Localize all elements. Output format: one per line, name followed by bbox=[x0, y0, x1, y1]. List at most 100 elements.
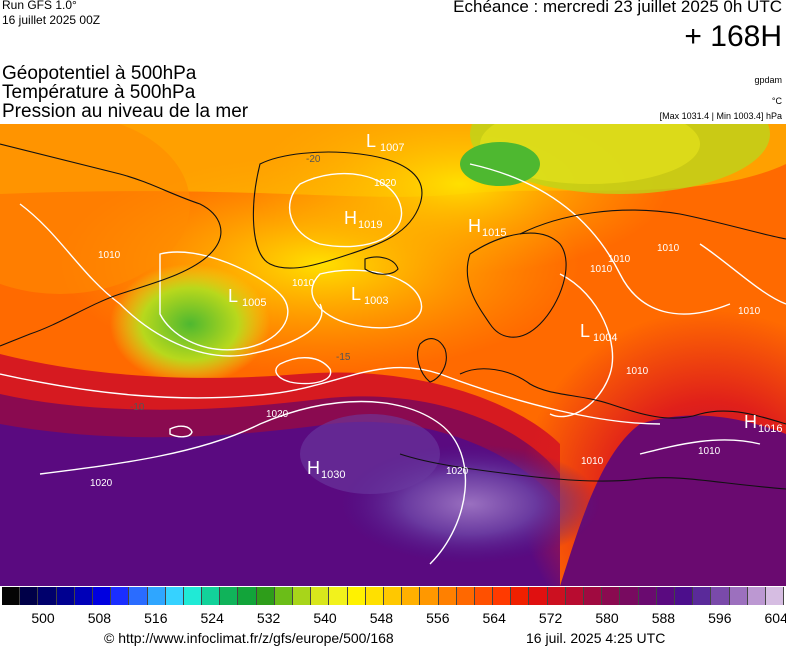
colorbar-tick: 516 bbox=[144, 610, 168, 626]
colorbar-swatch bbox=[402, 587, 421, 605]
colorbar-swatch bbox=[547, 587, 566, 605]
colorbar-tick: 604 bbox=[764, 610, 786, 626]
colorbar-swatch bbox=[238, 587, 257, 605]
pressure-center-label: 1005 bbox=[242, 297, 266, 309]
pressure-centers: L 1007 H 1019 H 1015 L 1005 L 1003 L 100… bbox=[228, 131, 782, 481]
colorbar-tick: 540 bbox=[313, 610, 337, 626]
colorbar-tick: 580 bbox=[595, 610, 619, 626]
colorbar-tick: 508 bbox=[87, 610, 112, 626]
colorbar-swatch bbox=[420, 587, 439, 605]
unit-gpdam: gpdam bbox=[754, 75, 782, 85]
run-date: 16 juillet 2025 00Z bbox=[2, 13, 101, 27]
colorbar-swatch bbox=[329, 587, 348, 605]
colorbar-swatch bbox=[438, 587, 457, 605]
colorbar-swatch bbox=[147, 587, 166, 605]
isobar-label: 1010 bbox=[590, 264, 613, 275]
colorbar-tick: 524 bbox=[200, 610, 224, 626]
colorbar-tick: 596 bbox=[708, 610, 732, 626]
isobar-label: 1010 bbox=[292, 278, 315, 289]
pressure-center-label: H bbox=[344, 208, 357, 228]
colorbar-swatch bbox=[183, 587, 203, 605]
pressure-center-label: 1003 bbox=[364, 295, 388, 307]
forecast-hours: + 168H bbox=[684, 20, 782, 53]
colorbar-swatch bbox=[202, 587, 221, 605]
colorbar-swatch bbox=[656, 587, 675, 605]
colorbar-tick: 532 bbox=[256, 610, 281, 626]
colorbar-swatch bbox=[493, 587, 512, 605]
pressure-center-label: 1007 bbox=[380, 142, 404, 154]
colorbar-tick: 572 bbox=[538, 610, 563, 626]
colorbar-swatch bbox=[2, 587, 21, 605]
colorbar-swatch bbox=[638, 587, 657, 605]
colorbar-swatch bbox=[529, 587, 548, 605]
colorbar-tick: 564 bbox=[482, 610, 506, 626]
title-geopotential: Géopotentiel à 500hPa bbox=[2, 63, 197, 84]
colorbar-swatch bbox=[165, 587, 184, 605]
temperature-labels: -20 -10 -15 bbox=[130, 154, 351, 413]
isobar-labels: 1010 1020 1020 1010 1010 1010 1010 1010 … bbox=[90, 178, 761, 489]
colorbar-tick: 500 bbox=[31, 610, 55, 626]
pressure-center-label: L bbox=[228, 286, 238, 306]
isobar-label: 1010 bbox=[698, 446, 721, 457]
colorbar-swatch bbox=[56, 587, 75, 605]
colorbar-swatch bbox=[474, 587, 494, 605]
title-temperature: Température à 500hPa bbox=[2, 82, 196, 103]
colorbar-swatch bbox=[511, 587, 530, 605]
colorbar-swatch bbox=[129, 587, 148, 605]
colorbar-swatch bbox=[311, 587, 330, 605]
pressure-center-label: 1015 bbox=[482, 227, 506, 239]
colorbar-swatch bbox=[274, 587, 293, 605]
isobar-label: 1010 bbox=[626, 366, 649, 377]
forecast-map: L 1007 H 1019 H 1015 L 1005 L 1003 L 100… bbox=[0, 124, 786, 586]
isobar-label: 1020 bbox=[446, 466, 469, 477]
isobar-label: 1010 bbox=[657, 243, 680, 254]
pressure-center-label: H bbox=[468, 216, 481, 236]
isobar-label: 1010 bbox=[98, 250, 121, 261]
pressure-center-label: H bbox=[307, 458, 320, 478]
colorbar-swatch bbox=[111, 587, 130, 605]
colorbar-swatch bbox=[293, 587, 312, 605]
colorbar-swatch bbox=[620, 587, 639, 605]
colorbar-tick: 588 bbox=[651, 610, 676, 626]
colorbar-swatch bbox=[256, 587, 275, 605]
colorbar-swatch bbox=[383, 587, 403, 605]
pressure-center-label: L bbox=[351, 284, 361, 304]
pressure-center-label: L bbox=[366, 131, 376, 151]
pressure-center-label: 1004 bbox=[593, 332, 617, 344]
isobar-lines bbox=[0, 163, 786, 565]
isobar-label: 1020 bbox=[266, 409, 289, 420]
isobar-label: 1010 bbox=[608, 254, 631, 265]
unit-celsius: °C bbox=[771, 96, 782, 106]
colorbar-swatch bbox=[602, 587, 621, 605]
coastlines bbox=[0, 143, 786, 490]
colorbar-swatch bbox=[565, 587, 584, 605]
run-label: Run GFS 1.0° bbox=[2, 0, 77, 12]
forecast-valid-time: Echéance : mercredi 23 juillet 2025 0h U… bbox=[453, 0, 782, 16]
colorbar-swatch bbox=[674, 587, 694, 605]
colorbar-swatch bbox=[747, 587, 766, 605]
colorbar-swatch bbox=[20, 587, 39, 605]
isobar-label: 1010 bbox=[738, 306, 761, 317]
credit-link[interactable]: © http://www.infoclimat.fr/z/gfs/europe/… bbox=[104, 630, 394, 646]
colorbar-swatch bbox=[347, 587, 366, 605]
pressure-center-label: H bbox=[744, 412, 757, 432]
colorbar-swatch bbox=[693, 587, 712, 605]
colorbar-tick: 548 bbox=[369, 610, 394, 626]
pressure-center-label: 1030 bbox=[321, 469, 345, 481]
colorbar-swatch bbox=[38, 587, 57, 605]
temperature-label: -10 bbox=[130, 402, 145, 413]
isobar-label: 1010 bbox=[581, 456, 604, 467]
colorbar-swatch bbox=[711, 587, 730, 605]
isobar-label: 1020 bbox=[90, 478, 113, 489]
title-pressure: Pression au niveau de la mer bbox=[2, 101, 249, 122]
unit-pressure-range: [Max 1031.4 | Min 1003.4] hPa bbox=[659, 111, 782, 121]
colorbar-swatch bbox=[220, 587, 239, 605]
pressure-center-label: 1019 bbox=[358, 219, 382, 231]
pressure-center-label: 1016 bbox=[758, 423, 782, 435]
colorbar-swatch bbox=[765, 587, 785, 605]
colorbar-swatch bbox=[584, 587, 603, 605]
generated-time: 16 juil. 2025 4:25 UTC bbox=[526, 630, 666, 646]
colorbar-tick: 556 bbox=[426, 610, 450, 626]
temperature-label: -15 bbox=[336, 352, 351, 363]
pressure-center-label: L bbox=[580, 321, 590, 341]
